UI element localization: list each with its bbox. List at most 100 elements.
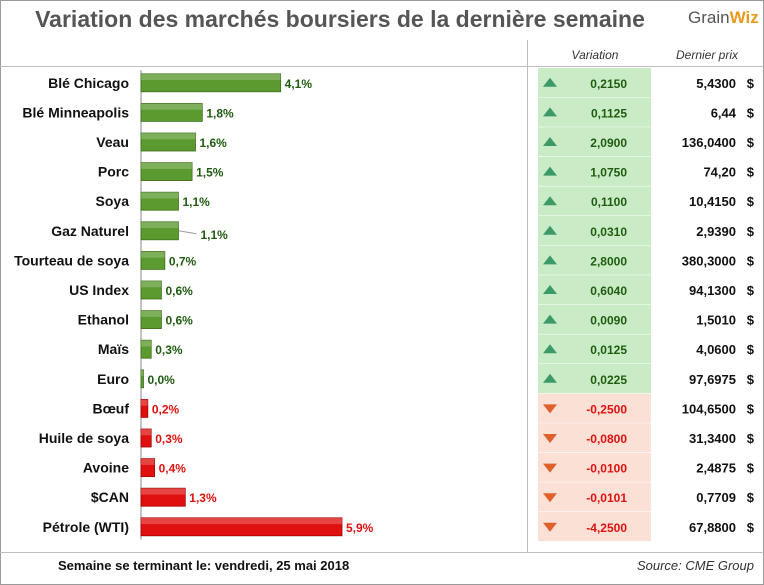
- source-label: Source: CME Group: [636, 558, 754, 573]
- bar-highlight: [141, 310, 162, 317]
- bar: [140, 517, 343, 537]
- arrow-up-icon: [543, 373, 557, 383]
- variation-cell: [538, 216, 651, 246]
- category-label: US Index: [69, 282, 129, 298]
- price-value: 6,44: [711, 105, 737, 120]
- category-label: Veau: [96, 134, 129, 150]
- currency-symbol: $: [747, 372, 755, 387]
- bar: [140, 103, 203, 122]
- variation-cell: [538, 334, 651, 364]
- arrow-up-icon: [543, 137, 557, 146]
- category-label: $CAN: [91, 489, 129, 505]
- currency-symbol: $: [747, 461, 755, 476]
- variation-value: 0,0225: [590, 373, 627, 387]
- data-label: 0,2%: [152, 402, 180, 416]
- variation-value: 0,6040: [590, 284, 627, 298]
- variation-value: 2,8000: [590, 254, 627, 268]
- bar: [140, 132, 196, 152]
- currency-symbol: $: [747, 342, 755, 357]
- bar-highlight: [141, 221, 179, 229]
- variation-value: 0,0090: [590, 314, 627, 328]
- bar: [140, 73, 282, 93]
- price-value: 104,6500: [682, 401, 736, 416]
- bar-highlight: [141, 369, 144, 377]
- price-value: 2,4875: [696, 461, 736, 476]
- data-label: 1,5%: [196, 166, 224, 180]
- currency-symbol: $: [747, 135, 755, 150]
- arrow-up-icon: [543, 107, 557, 117]
- variation-cell: [538, 452, 651, 483]
- bar-highlight: [141, 73, 281, 81]
- variation-value: -0,0800: [586, 432, 627, 446]
- currency-symbol: $: [747, 165, 755, 180]
- currency-symbol: $: [747, 76, 755, 91]
- arrow-up-icon: [543, 77, 557, 87]
- data-label: 1,6%: [200, 136, 228, 150]
- price-value: 2,9390: [696, 224, 736, 239]
- currency-symbol: $: [747, 224, 755, 239]
- arrow-up-icon: [543, 166, 557, 176]
- price-value: 67,8800: [689, 520, 736, 535]
- data-label: 1,1%: [200, 228, 228, 242]
- category-label: Euro: [97, 371, 129, 387]
- variation-cell: [538, 127, 651, 157]
- variation-cell: [538, 304, 651, 335]
- variation-cell: [538, 512, 651, 542]
- variation-cell: [538, 97, 651, 128]
- variation-cell: [538, 364, 651, 394]
- bar: [140, 162, 193, 182]
- arrow-up-icon: [543, 196, 557, 206]
- currency-symbol: $: [747, 194, 755, 209]
- bar: [140, 398, 149, 418]
- variation-value: -0,2500: [586, 402, 627, 416]
- arrow-down-icon: [543, 434, 557, 443]
- chart-title: Variation des marchés boursiers de la de…: [35, 6, 645, 32]
- currency-symbol: $: [747, 401, 755, 416]
- arrow-up-icon: [543, 285, 557, 294]
- arrow-down-icon: [543, 493, 557, 503]
- data-label: 1,3%: [189, 491, 217, 505]
- variation-cell: [538, 186, 651, 216]
- bar: [140, 369, 144, 389]
- bar-highlight: [141, 251, 165, 258]
- variation-value: 1,0750: [590, 166, 627, 180]
- category-label: Pétrole (WTI): [43, 519, 129, 535]
- variation-cell: [538, 482, 651, 512]
- currency-symbol: $: [747, 520, 755, 535]
- header-dernier-prix: Dernier prix: [675, 48, 738, 62]
- bar-highlight: [141, 103, 203, 110]
- category-label: Gaz Naturel: [51, 223, 129, 239]
- logo-text-wiz: Wiz: [729, 8, 759, 27]
- category-label: Bœuf: [92, 400, 129, 416]
- bar: [140, 458, 156, 478]
- bar-highlight: [141, 133, 196, 140]
- variation-cell: [538, 245, 651, 276]
- bar: [140, 280, 162, 300]
- currency-symbol: $: [747, 431, 755, 446]
- price-value: 94,1300: [689, 283, 736, 298]
- header-variation: Variation: [571, 48, 619, 62]
- data-label: 0,0%: [148, 373, 176, 387]
- table-divider: [527, 40, 528, 552]
- data-label: 4,1%: [285, 77, 313, 91]
- logo-text-grain: Grain: [688, 8, 730, 27]
- leader-line: [178, 230, 197, 235]
- category-label: Tourteau de soya: [14, 252, 129, 268]
- footer-divider: [0, 552, 764, 553]
- data-label: 1,8%: [206, 106, 234, 120]
- bar: [140, 310, 162, 330]
- variation-value: -0,0100: [586, 462, 627, 476]
- arrow-down-icon: [543, 463, 557, 473]
- bar-highlight: [141, 429, 152, 436]
- arrow-up-icon: [543, 314, 557, 324]
- week-ending-label: Semaine se terminant le: vendredi, 25 ma…: [58, 558, 350, 573]
- variation-value: 0,1100: [591, 195, 627, 209]
- variation-value: 2,0900: [590, 136, 627, 150]
- data-label: 0,6%: [165, 284, 193, 298]
- variation-cell: [538, 423, 651, 453]
- variation-cell: [538, 68, 651, 98]
- category-label: Ethanol: [78, 312, 129, 328]
- price-value: 380,3000: [682, 253, 736, 268]
- variation-value: 0,0310: [590, 225, 627, 239]
- bar: [140, 191, 179, 211]
